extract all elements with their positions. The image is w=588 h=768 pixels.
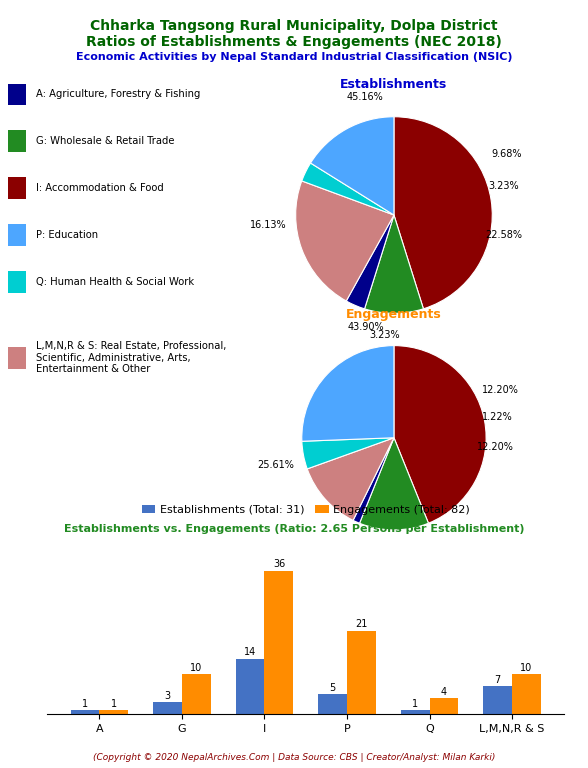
- Bar: [71, 710, 99, 714]
- Text: 22.58%: 22.58%: [486, 230, 523, 240]
- Bar: [236, 658, 265, 714]
- Text: 3.23%: 3.23%: [489, 180, 519, 190]
- Bar: [99, 710, 128, 714]
- Wedge shape: [302, 438, 394, 469]
- Wedge shape: [394, 117, 492, 309]
- Text: 4: 4: [441, 687, 447, 697]
- Text: 10: 10: [191, 663, 202, 673]
- Text: (Copyright © 2020 NepalArchives.Com | Data Source: CBS | Creator/Analyst: Milan : (Copyright © 2020 NepalArchives.Com | Da…: [93, 753, 495, 762]
- Text: 21: 21: [355, 619, 368, 629]
- Bar: [182, 674, 211, 714]
- Title: Engagements: Engagements: [346, 309, 442, 321]
- Text: 25.61%: 25.61%: [258, 460, 295, 471]
- Bar: [347, 631, 376, 714]
- Wedge shape: [302, 163, 394, 215]
- Text: 16.13%: 16.13%: [250, 220, 286, 230]
- Bar: [430, 698, 459, 714]
- Text: Chharka Tangsong Rural Municipality, Dolpa District: Chharka Tangsong Rural Municipality, Dol…: [90, 19, 498, 33]
- Text: 12.20%: 12.20%: [482, 385, 519, 395]
- Text: Economic Activities by Nepal Standard Industrial Classification (NSIC): Economic Activities by Nepal Standard In…: [76, 52, 512, 62]
- Bar: [483, 687, 512, 714]
- Text: Establishments vs. Engagements (Ratio: 2.65 Persons per Establishment): Establishments vs. Engagements (Ratio: 2…: [64, 524, 524, 534]
- Text: 5: 5: [329, 683, 336, 693]
- Text: 36: 36: [273, 559, 285, 569]
- Text: Q: Human Health & Social Work: Q: Human Health & Social Work: [35, 277, 193, 287]
- Bar: [265, 571, 293, 714]
- Text: 4.88%: 4.88%: [388, 545, 419, 555]
- Wedge shape: [346, 215, 394, 309]
- Wedge shape: [302, 346, 394, 442]
- Wedge shape: [394, 346, 486, 523]
- FancyBboxPatch shape: [8, 271, 26, 293]
- Text: 14: 14: [244, 647, 256, 657]
- Wedge shape: [353, 438, 394, 523]
- Text: 3: 3: [165, 690, 171, 700]
- FancyBboxPatch shape: [8, 224, 26, 246]
- FancyBboxPatch shape: [8, 84, 26, 105]
- Text: 7: 7: [495, 675, 501, 685]
- Text: 45.16%: 45.16%: [346, 92, 383, 102]
- Text: P: Education: P: Education: [35, 230, 98, 240]
- Text: G: Wholesale & Retail Trade: G: Wholesale & Retail Trade: [35, 136, 174, 147]
- Text: 1.22%: 1.22%: [482, 412, 513, 422]
- Bar: [512, 674, 541, 714]
- Text: Ratios of Establishments & Engagements (NEC 2018): Ratios of Establishments & Engagements (…: [86, 35, 502, 48]
- Legend: Establishments (Total: 31), Engagements (Total: 82): Establishments (Total: 31), Engagements …: [138, 500, 474, 519]
- FancyBboxPatch shape: [8, 131, 26, 152]
- Bar: [400, 710, 430, 714]
- Text: L,M,N,R & S: Real Estate, Professional,
Scientific, Administrative, Arts,
Entert: L,M,N,R & S: Real Estate, Professional, …: [35, 341, 226, 375]
- Text: 10: 10: [520, 663, 533, 673]
- Text: 9.68%: 9.68%: [492, 149, 522, 159]
- Text: 43.90%: 43.90%: [348, 322, 385, 333]
- Wedge shape: [307, 438, 394, 521]
- Text: 1: 1: [82, 699, 88, 709]
- Wedge shape: [310, 117, 394, 215]
- Bar: [153, 702, 182, 714]
- Text: 1: 1: [111, 699, 117, 709]
- Text: 1: 1: [412, 699, 418, 709]
- FancyBboxPatch shape: [8, 347, 26, 369]
- Text: A: Agriculture, Forestry & Fishing: A: Agriculture, Forestry & Fishing: [35, 89, 200, 99]
- FancyBboxPatch shape: [8, 177, 26, 199]
- Wedge shape: [365, 215, 423, 313]
- Title: Establishments: Establishments: [340, 78, 447, 91]
- Text: 12.20%: 12.20%: [477, 442, 514, 452]
- Bar: [318, 694, 347, 714]
- Text: I: Accommodation & Food: I: Accommodation & Food: [35, 184, 163, 194]
- Text: 3.23%: 3.23%: [369, 330, 399, 340]
- Wedge shape: [359, 438, 429, 530]
- Wedge shape: [296, 181, 394, 301]
